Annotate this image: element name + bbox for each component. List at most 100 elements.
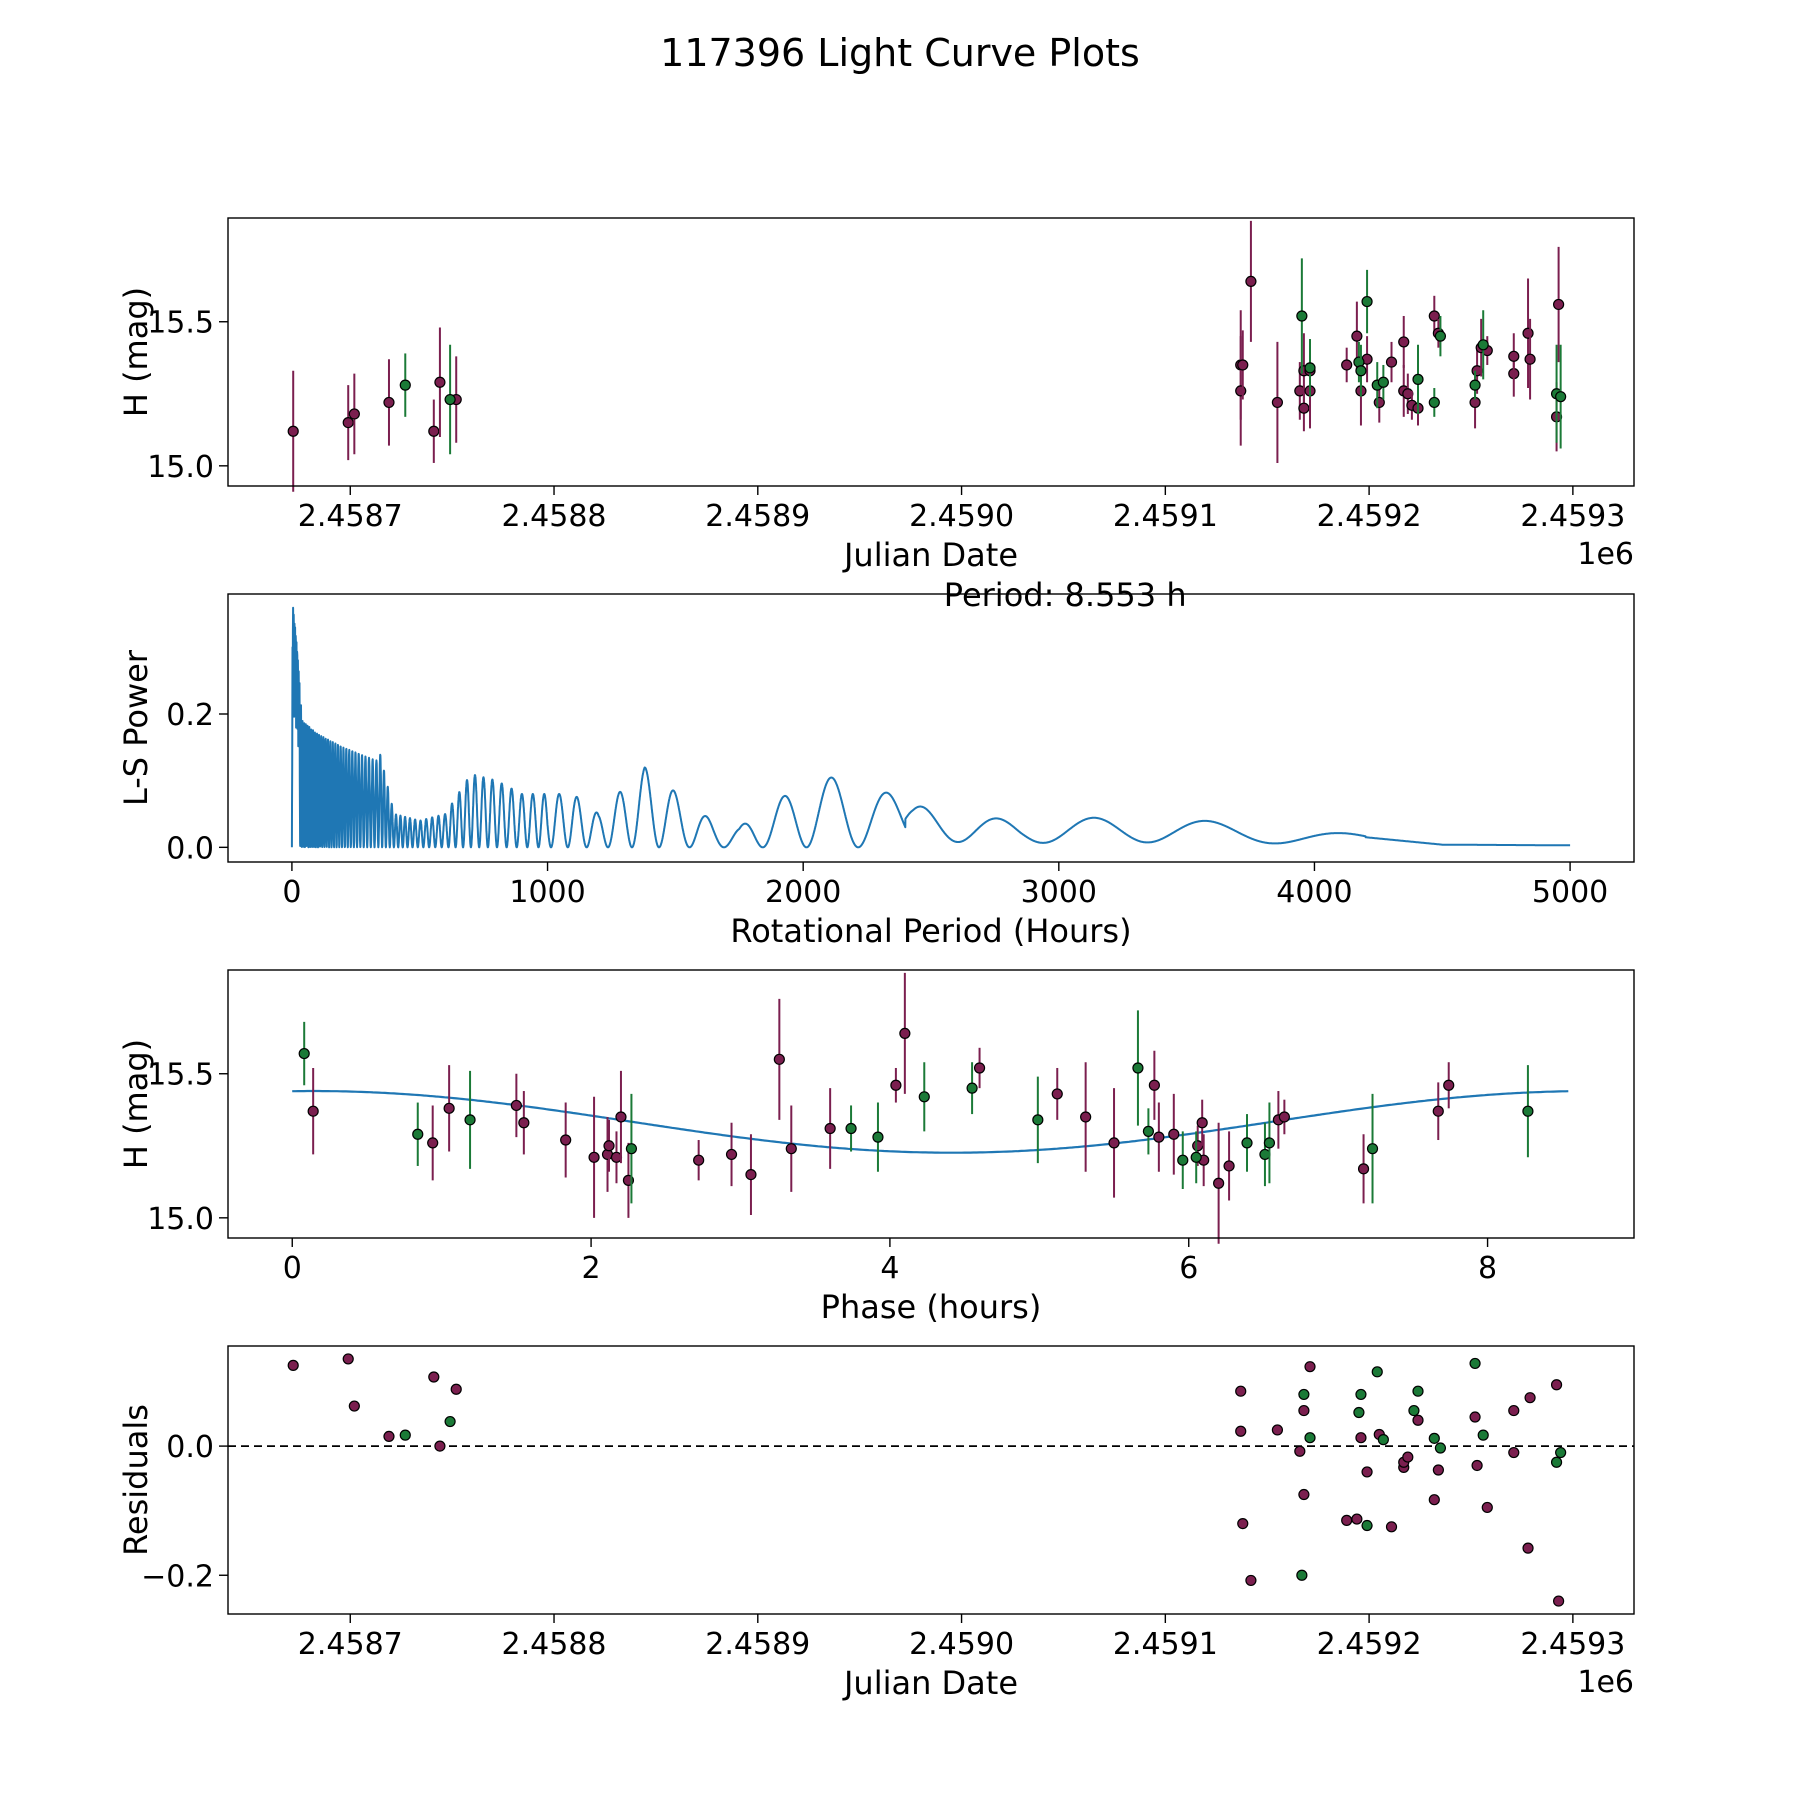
model-curve — [292, 1089, 1569, 1154]
data-point-purple — [1481, 1501, 1493, 1514]
data-point-purple — [1298, 402, 1310, 414]
data-point-purple — [1278, 1111, 1290, 1123]
x-tick-label: 5000 — [1532, 875, 1608, 910]
data-point-purple — [427, 1137, 439, 1149]
x-tick-label: 8 — [1478, 1251, 1497, 1286]
data-point-green — [845, 1122, 857, 1135]
data-point-purple — [824, 1122, 836, 1135]
data-point-purple — [1471, 1459, 1483, 1472]
data-point-purple — [588, 1151, 600, 1163]
data-point-purple — [1428, 1494, 1440, 1506]
data-point-green — [1361, 1519, 1373, 1532]
y-tick-label: 0.0 — [166, 831, 214, 866]
plot-area — [228, 1353, 1634, 1607]
data-point-purple — [383, 1430, 395, 1443]
subplot-phase-folded: 0 2 4 6 8 15.0 15.5 Phase (hours) H (mag) — [117, 969, 1635, 1326]
figure-title: 117396 Light Curve Plots — [660, 31, 1140, 75]
y-tick-label: 15.5 — [147, 306, 214, 341]
data-point-purple — [348, 1400, 360, 1412]
x-tick-label: 2.4593 — [1520, 499, 1625, 534]
data-point-purple — [890, 1079, 902, 1091]
data-point-purple — [1271, 1424, 1284, 1436]
data-point-green — [872, 1131, 884, 1143]
x-tick-label: 2 — [582, 1251, 601, 1286]
data-point-green — [1469, 379, 1481, 391]
x-tick-label: 2.4590 — [909, 499, 1014, 534]
data-point-green — [1304, 1432, 1316, 1444]
data-point-green — [1550, 1456, 1563, 1468]
data-point-green — [1296, 1569, 1308, 1581]
data-point-purple — [1148, 1079, 1160, 1091]
data-point-purple — [1051, 1088, 1063, 1100]
data-point-purple — [1168, 1128, 1180, 1140]
subplot-periodogram: 0 1000 2000 3000 4000 5000 0.0 0.2 Rotational Pe… — [117, 576, 1635, 950]
data-point-purple — [307, 1105, 319, 1117]
data-point-purple — [1550, 1379, 1563, 1391]
data-point-purple — [1357, 1163, 1370, 1175]
data-point-purple — [287, 1359, 299, 1371]
x-tick-label: 2000 — [765, 875, 841, 910]
data-point-purple — [348, 408, 360, 420]
data-point-purple — [1522, 327, 1534, 339]
data-point-green — [399, 1429, 411, 1441]
x-tick-label: 6 — [1179, 1251, 1198, 1286]
x-offset-label: 1e6 — [1577, 537, 1634, 572]
data-point-purple — [443, 1102, 455, 1114]
y-axis-label: L-S Power — [117, 649, 155, 806]
data-point-green — [1412, 373, 1424, 385]
data-point-purple — [434, 1440, 446, 1452]
data-point-purple — [1428, 310, 1440, 322]
data-point-purple — [1341, 359, 1353, 371]
data-point-purple — [1245, 1574, 1257, 1587]
data-point-purple — [1237, 359, 1249, 371]
subplot-residuals: 2.4587 2.4588 2.4589 2.4590 2.4591 2.4592 2.45… — [117, 1345, 1635, 1702]
data-point-green — [1355, 1388, 1367, 1401]
data-point-green — [1412, 1385, 1424, 1397]
y-tick-label: 15.0 — [147, 450, 214, 485]
data-point-purple — [434, 376, 446, 388]
data-point-green — [464, 1114, 476, 1126]
axes-frame — [227, 217, 1635, 487]
x-tick-label: 2.4593 — [1520, 1627, 1625, 1662]
data-point-purple — [1245, 275, 1257, 287]
y-tick-label: −0.2 — [141, 1559, 214, 1594]
data-point-green — [399, 379, 411, 391]
data-point-purple — [725, 1148, 738, 1161]
data-point-green — [1032, 1114, 1044, 1126]
data-point-green — [1296, 310, 1308, 322]
data-point-green — [1371, 1366, 1383, 1378]
x-offset-label: 1e6 — [1577, 1665, 1634, 1700]
axes-frame — [227, 969, 1635, 1239]
subplot-light-curve: 2.4587 2.4588 2.4589 2.4590 2.4591 2.4592 2.45… — [117, 217, 1635, 574]
data-point-green — [298, 1047, 310, 1060]
data-point-green — [1377, 1434, 1389, 1446]
data-point-green — [1190, 1151, 1202, 1163]
data-point-purple — [1271, 396, 1284, 409]
x-tick-label: 2.4591 — [1113, 1627, 1218, 1662]
data-point-purple — [1351, 330, 1363, 342]
x-tick-label: 1000 — [509, 875, 585, 910]
data-point-purple — [899, 1027, 911, 1039]
data-point-green — [444, 1415, 456, 1428]
data-point-purple — [428, 425, 440, 437]
data-point-purple — [1341, 1514, 1353, 1526]
data-point-purple — [603, 1140, 615, 1152]
y-axis-label: H (mag) — [117, 287, 155, 417]
x-tick-label: 4000 — [1276, 875, 1352, 910]
y-axis-label: Residuals — [117, 1404, 155, 1556]
x-tick-label: 2.4590 — [909, 1627, 1014, 1662]
x-tick-label: 2.4587 — [298, 1627, 403, 1662]
data-point-green — [1522, 1105, 1534, 1117]
data-point-purple — [1223, 1160, 1235, 1172]
data-point-purple — [1508, 1446, 1520, 1459]
data-point-purple — [450, 1383, 462, 1395]
y-tick-label: 15.5 — [147, 1058, 214, 1093]
plot-area — [290, 606, 1571, 849]
x-tick-label: 2.4592 — [1317, 499, 1422, 534]
data-point-green — [625, 1143, 638, 1155]
data-point-green — [1555, 1446, 1567, 1459]
data-point-green — [1477, 1429, 1489, 1441]
x-axis-label: Julian Date — [842, 1664, 1018, 1702]
